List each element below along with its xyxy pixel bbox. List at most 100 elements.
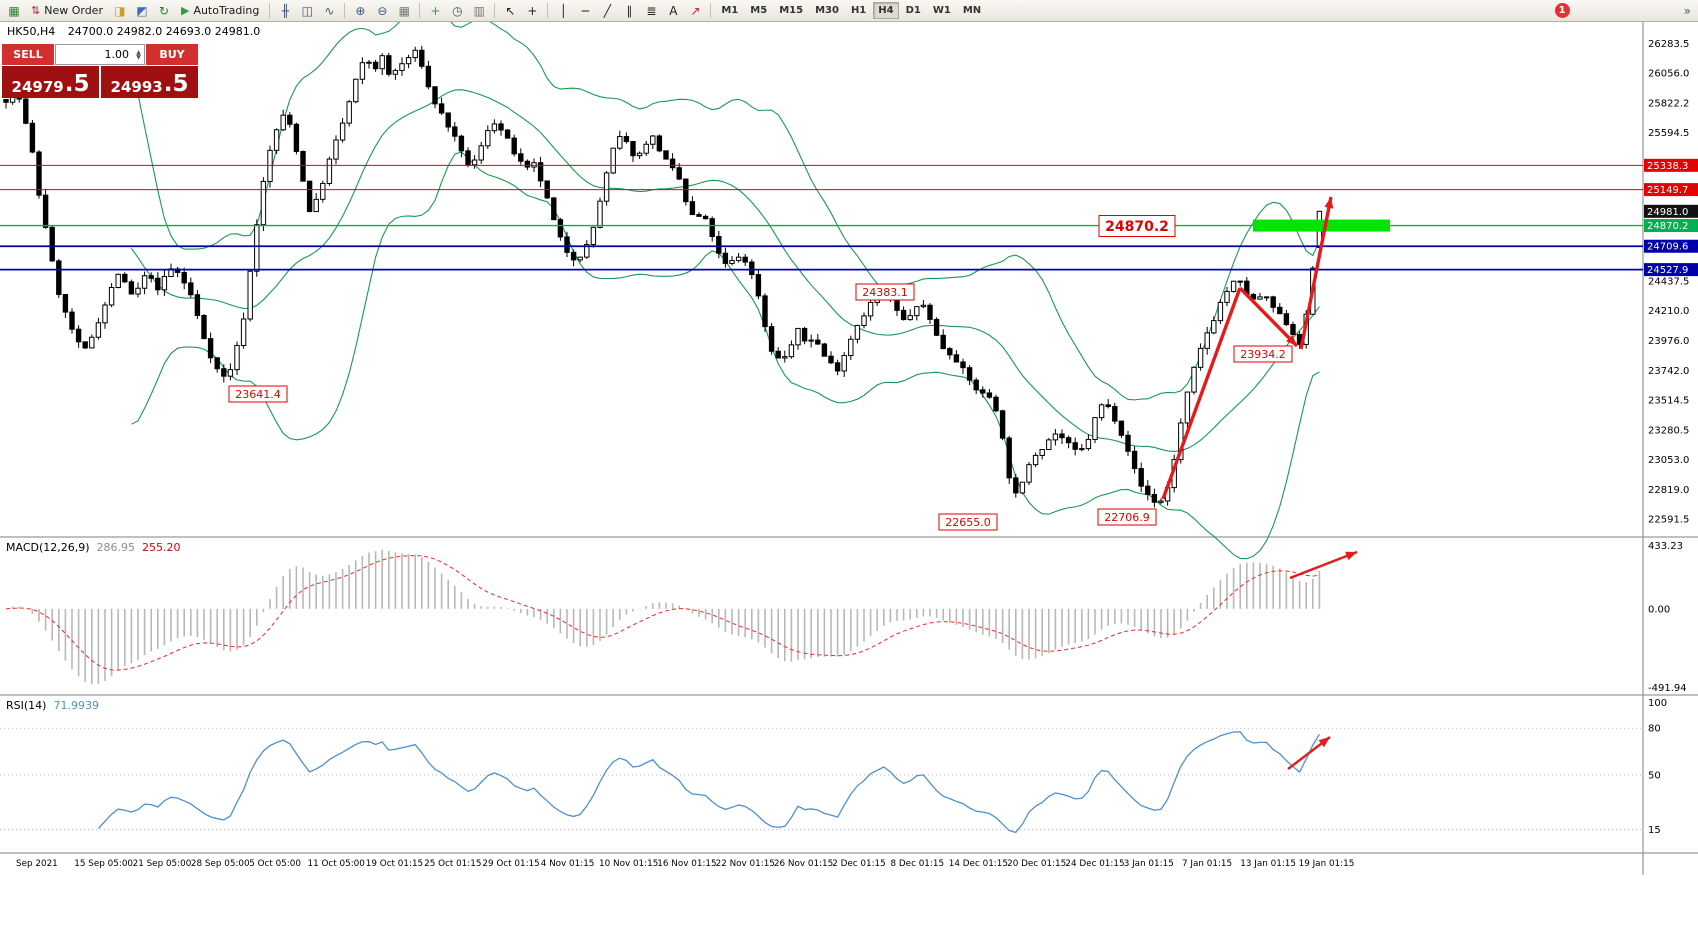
new-order-icon: ⇅ xyxy=(31,4,41,17)
highlight-rectangle[interactable] xyxy=(1253,219,1390,232)
charts-icon[interactable]: ◨ xyxy=(114,3,126,18)
timeframe-w1-button[interactable]: W1 xyxy=(932,5,951,16)
toolbar: ▦ ⇅ New Order ◨ ◩ ↻ ▶ AutoTrading ╫ ◫ ∿ ⊕ ⊖ ▦ + ◷ ▥ ↖ + │ ─ ╱… xyxy=(0,0,1698,22)
profiles-icon[interactable]: ◩ xyxy=(136,3,148,18)
chart-title: HK50,H4 24700.0 24982.0 24693.0 24981.0 xyxy=(7,25,260,38)
text-tool-icon[interactable]: A xyxy=(669,3,678,18)
svg-text:22655.0: 22655.0 xyxy=(945,516,991,529)
timeframe-m30-button[interactable]: M30 xyxy=(815,5,839,16)
svg-text:25 Oct 01:15: 25 Oct 01:15 xyxy=(424,859,481,869)
arrows-tool-icon[interactable]: ↗ xyxy=(690,3,701,18)
svg-text:8 Dec 01:15: 8 Dec 01:15 xyxy=(891,859,945,869)
cursor-icon[interactable]: ↖ xyxy=(505,3,516,18)
svg-text:3 Jan 01:15: 3 Jan 01:15 xyxy=(1124,859,1174,869)
new-order-button[interactable]: ⇅ New Order xyxy=(25,2,109,20)
toolbar-separator xyxy=(710,3,712,18)
notification-badge[interactable]: 1 xyxy=(1554,3,1570,18)
trend-arrows[interactable] xyxy=(1161,196,1358,770)
one-click-trading-panel: SELL 1.00 ▲ ▼ BUY 24979.5 24993.5 xyxy=(2,44,198,98)
horizontal-lines[interactable] xyxy=(0,164,1643,271)
svg-text:24527.9: 24527.9 xyxy=(1647,265,1688,276)
horizontal-line-icon[interactable]: ─ xyxy=(581,3,589,18)
templates-icon[interactable]: ▥ xyxy=(473,3,486,18)
price-axis-ticks[interactable]: 26283.5 26056.0 25822.2 25594.5 24437.5 24210… xyxy=(1648,39,1689,525)
svg-text:4 Nov 01:15: 4 Nov 01:15 xyxy=(541,859,595,869)
svg-text:14 Dec 01:15: 14 Dec 01:15 xyxy=(949,859,1008,869)
bar-chart-icon[interactable]: ╫ xyxy=(281,3,289,18)
toolbar-separator xyxy=(344,3,346,18)
macd-scale[interactable]: 433.23 0.00 -491.94 xyxy=(1648,541,1687,694)
zoom-in-icon[interactable]: ⊕ xyxy=(355,3,366,18)
timeframe-m5-button[interactable]: M5 xyxy=(750,5,768,16)
svg-text:23934.2: 23934.2 xyxy=(1240,348,1286,361)
timeframe-m15-button[interactable]: M15 xyxy=(779,5,804,16)
crosshair-icon[interactable]: + xyxy=(527,3,538,18)
svg-text:25822.2: 25822.2 xyxy=(1648,99,1689,110)
svg-text:19 Oct 01:15: 19 Oct 01:15 xyxy=(366,859,423,869)
svg-text:15 Sep 05:00: 15 Sep 05:00 xyxy=(74,859,133,869)
new-chart-icon[interactable]: ▦ xyxy=(8,3,20,18)
rsi-scale[interactable]: 100 80 50 15 xyxy=(1648,698,1667,836)
toolbar-separator xyxy=(269,3,271,18)
volume-stepper[interactable]: 1.00 ▲ ▼ xyxy=(55,44,145,65)
fibonacci-icon[interactable]: ≣ xyxy=(646,3,657,18)
macd-main-value: 286.95 xyxy=(96,541,136,554)
svg-text:11 Oct 05:00: 11 Oct 05:00 xyxy=(308,859,366,869)
indicators-add-icon[interactable]: + xyxy=(430,3,441,18)
refresh-icon[interactable]: ↻ xyxy=(158,3,169,18)
sell-button[interactable]: SELL xyxy=(2,44,54,65)
svg-text:29 Oct 01:15: 29 Oct 01:15 xyxy=(482,859,539,869)
macd-signal-line[interactable] xyxy=(5,555,1320,671)
vertical-line-icon[interactable]: │ xyxy=(559,3,567,18)
macd-name: MACD(12,26,9) xyxy=(6,541,90,554)
timeframe-h1-button[interactable]: H1 xyxy=(850,5,867,16)
macd-histogram xyxy=(11,549,1321,685)
sell-price[interactable]: 24979.5 xyxy=(2,66,99,98)
line-chart-icon[interactable]: ∿ xyxy=(324,3,335,18)
volume-spin-buttons[interactable]: ▲ ▼ xyxy=(133,48,144,61)
svg-text:Sep 2021: Sep 2021 xyxy=(16,859,58,869)
timeframe-m1-button[interactable]: M1 xyxy=(721,5,739,16)
svg-text:15: 15 xyxy=(1648,825,1661,836)
svg-text:22591.5: 22591.5 xyxy=(1648,514,1689,525)
volume-down-icon[interactable]: ▼ xyxy=(136,53,141,61)
svg-text:23641.4: 23641.4 xyxy=(235,388,281,401)
timeframe-d1-button[interactable]: D1 xyxy=(905,5,921,16)
svg-text:23976.0: 23976.0 xyxy=(1648,336,1689,347)
buy-button[interactable]: BUY xyxy=(146,44,198,65)
toolbar-overflow-icon[interactable]: » xyxy=(1683,3,1691,18)
volume-value[interactable]: 1.00 xyxy=(104,48,130,61)
rsi-line[interactable] xyxy=(97,731,1320,834)
svg-text:24383.1: 24383.1 xyxy=(862,286,908,299)
tile-windows-icon[interactable]: ▦ xyxy=(398,3,411,18)
svg-text:23280.5: 23280.5 xyxy=(1648,426,1689,437)
date-axis[interactable]: Sep 2021 15 Sep 05:00 21 Sep 05:00 28 Sep 0… xyxy=(16,859,1354,869)
svg-text:25594.5: 25594.5 xyxy=(1648,128,1689,139)
svg-text:24210.0: 24210.0 xyxy=(1648,306,1689,317)
svg-text:26 Nov 01:15: 26 Nov 01:15 xyxy=(774,859,833,869)
svg-text:80: 80 xyxy=(1648,724,1661,735)
equidistant-channel-icon[interactable]: ∥ xyxy=(626,3,633,18)
ohlc-values: 24700.0 24982.0 24693.0 24981.0 xyxy=(67,25,261,38)
svg-text:433.23: 433.23 xyxy=(1648,541,1683,552)
svg-text:13 Jan 01:15: 13 Jan 01:15 xyxy=(1240,859,1296,869)
volume-up-icon[interactable]: ▲ xyxy=(136,48,141,56)
buy-price[interactable]: 24993.5 xyxy=(101,66,198,98)
sell-price-main: 24979 xyxy=(11,78,64,96)
toolbar-separator xyxy=(547,3,549,18)
timeframe-mn-button[interactable]: MN xyxy=(962,5,982,16)
timeframe-h4-button[interactable]: H4 xyxy=(873,2,899,19)
svg-text:28 Sep 05:00: 28 Sep 05:00 xyxy=(191,859,250,869)
svg-text:24 Dec 01:15: 24 Dec 01:15 xyxy=(1065,859,1124,869)
trendline-icon[interactable]: ╱ xyxy=(603,3,611,18)
annotation-labels[interactable]: 24870.2 24383.1 23934.2 23641.4 22655.0 22706… xyxy=(228,215,1293,531)
panel-dividers[interactable] xyxy=(0,22,1698,875)
periods-icon[interactable]: ◷ xyxy=(452,3,463,18)
toolbar-items: ▦ ⇅ New Order ◨ ◩ ↻ ▶ AutoTrading ╫ ◫ ∿ ⊕ ⊖ ▦ + ◷ ▥ ↖ + │ ─ ╱… xyxy=(3,0,987,21)
candlestick-chart-icon[interactable]: ◫ xyxy=(301,3,314,18)
zoom-out-icon[interactable]: ⊖ xyxy=(377,3,388,18)
autotrading-button[interactable]: ▶ AutoTrading xyxy=(175,2,265,20)
svg-text:23053.0: 23053.0 xyxy=(1648,455,1689,466)
